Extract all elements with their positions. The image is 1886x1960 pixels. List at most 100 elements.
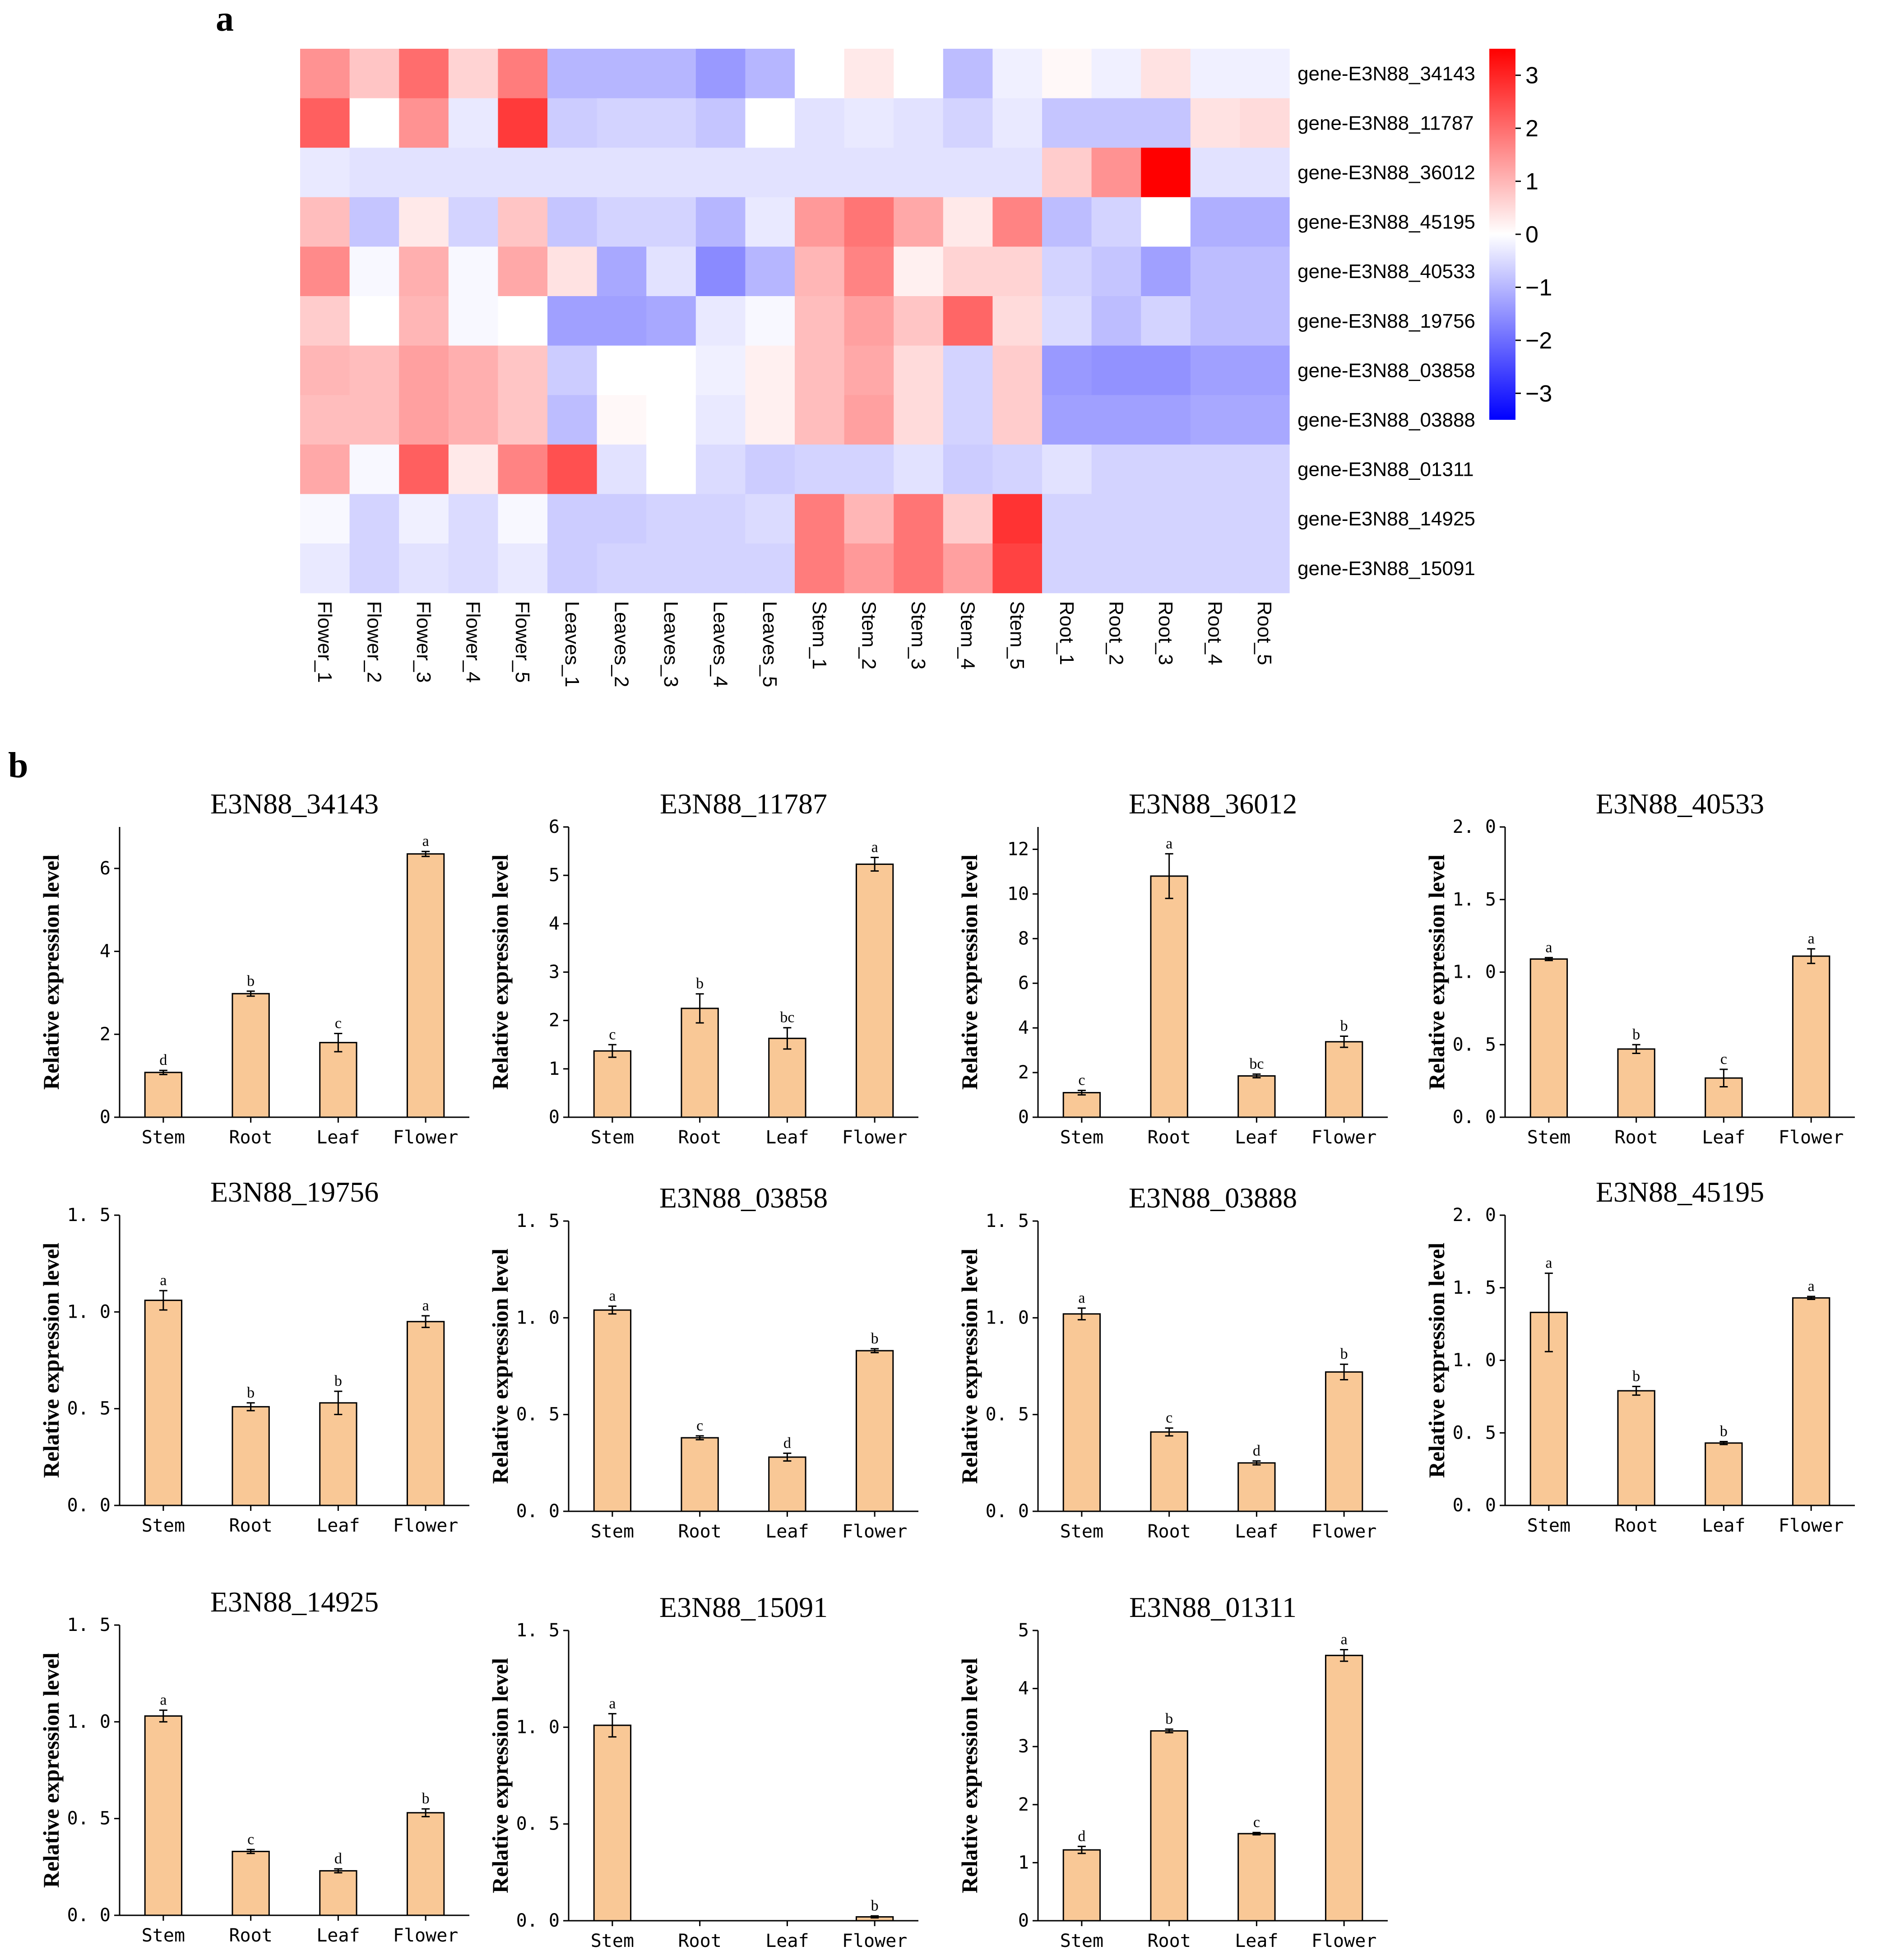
heatmap-cell [745, 246, 795, 297]
heatmap-cell [894, 494, 944, 544]
heatmap-cell [844, 345, 894, 395]
y-tick-label: 0. 5 [67, 1398, 111, 1419]
heatmap-cell [1240, 49, 1290, 99]
heatmap-column-label: Leaves_2 [610, 601, 632, 687]
chart-title: E3N88_36012 [1129, 788, 1297, 820]
heatmap-cell [646, 345, 696, 395]
y-tick-label: 1. 5 [67, 1615, 111, 1635]
heatmap-cell [597, 148, 647, 198]
heatmap-cell [894, 395, 944, 445]
heatmap-row-label: gene-E3N88_36012 [1297, 162, 1475, 184]
heatmap-cell [498, 148, 548, 198]
heatmap-cell [992, 148, 1043, 198]
heatmap-cell [1190, 148, 1240, 198]
bar [1150, 875, 1188, 1118]
heatmap-cell [1091, 444, 1141, 494]
heatmap-cell [646, 148, 696, 198]
y-tick-label: 1. 5 [1453, 1277, 1496, 1298]
heatmap-cell [498, 494, 548, 544]
y-tick-label: 0. 5 [986, 1404, 1029, 1425]
heatmap-cell [448, 296, 498, 346]
bar [1237, 1462, 1276, 1512]
y-tick-label: 2. 0 [1453, 817, 1496, 837]
y-tick-label: 0. 5 [1453, 1034, 1496, 1055]
heatmap-column-label: Stem_4 [957, 601, 979, 670]
bar [406, 1321, 445, 1506]
heatmap-cell [1141, 148, 1191, 198]
heatmap-cell [943, 543, 993, 594]
x-tick-label: Leaf [316, 1127, 360, 1148]
x-tick-label: Stem [142, 1127, 185, 1148]
heatmap-cell [349, 98, 399, 148]
heatmap-row-label: gene-E3N88_34143 [1297, 63, 1475, 85]
heatmap-cell [300, 49, 350, 99]
heatmap-cell [1141, 98, 1191, 148]
x-tick-label: Root [1147, 1127, 1191, 1148]
heatmap-cell [992, 444, 1043, 494]
heatmap-cell [448, 444, 498, 494]
heatmap-cell [498, 49, 548, 99]
heatmap-row-label: gene-E3N88_14925 [1297, 508, 1475, 530]
heatmap-cell [1141, 543, 1191, 594]
y-tick-label: 2. 0 [1453, 1205, 1496, 1226]
x-tick-label: Stem [1527, 1515, 1571, 1536]
x-tick-label: Root [229, 1127, 272, 1148]
y-tick-label: 2 [549, 1010, 560, 1031]
heatmap-cell [448, 345, 498, 395]
heatmap-cell [349, 148, 399, 198]
heatmap-cell [1240, 543, 1290, 594]
heatmap-cell [1141, 296, 1191, 346]
bar [232, 993, 270, 1118]
significance-letter: a [871, 839, 878, 856]
heatmap-column-label: Stem_3 [907, 601, 929, 670]
heatmap-cell [399, 543, 449, 594]
heatmap-cell [448, 148, 498, 198]
heatmap-cell [943, 148, 993, 198]
chart-title: E3N88_34143 [210, 788, 379, 820]
heatmap-cell [547, 148, 598, 198]
bar [1792, 1297, 1830, 1506]
heatmap-cell [597, 246, 647, 297]
heatmap-cell [844, 246, 894, 297]
y-tick-label: 1. 0 [1453, 962, 1496, 983]
heatmap-cell [349, 345, 399, 395]
y-tick-label: 1. 0 [1453, 1350, 1496, 1371]
significance-letter: b [247, 973, 255, 989]
heatmap-cell [992, 197, 1043, 247]
y-axis-label: Relative expression level [38, 1243, 64, 1478]
bar [1150, 1730, 1188, 1922]
chart-title: E3N88_45195 [1596, 1176, 1764, 1208]
heatmap-cell [695, 345, 746, 395]
significance-letter: a [1341, 1631, 1348, 1648]
significance-letter: a [1808, 1278, 1815, 1295]
heatmap-cell [943, 444, 993, 494]
heatmap-cell [349, 494, 399, 544]
heatmap: gene-E3N88_34143 gene-E3N88_11787 gene-E3N… [300, 49, 1552, 687]
colorbar-tick-label: 2 [1525, 116, 1538, 142]
x-tick-label: Root [678, 1127, 721, 1148]
heatmap-cell [1042, 197, 1092, 247]
y-tick-label: 1. 5 [67, 1205, 111, 1226]
heatmap-cell [1042, 148, 1092, 198]
heatmap-cell [894, 246, 944, 297]
heatmap-cell [943, 197, 993, 247]
heatmap-cell [894, 197, 944, 247]
y-axis-label: Relative expression level [487, 1249, 513, 1484]
y-tick-label: 1. 0 [67, 1711, 111, 1732]
significance-letter: b [696, 975, 704, 992]
significance-letter: a [1808, 930, 1815, 947]
heatmap-cell [399, 246, 449, 297]
significance-letter: b [334, 1373, 342, 1389]
heatmap-cell [992, 494, 1043, 544]
chart-title: E3N88_14925 [210, 1586, 379, 1618]
bar-chart-e3n88-34143: E3N88_34143 Relative expression level 0 2 4 6… [38, 788, 469, 1148]
y-tick-label: 4 [1018, 1017, 1029, 1038]
y-tick-label: 6 [549, 817, 560, 837]
heatmap-cell [1240, 296, 1290, 346]
y-tick-label: 5 [549, 865, 560, 886]
heatmap-column-label: Flower_5 [511, 601, 533, 683]
heatmap-cell [943, 98, 993, 148]
